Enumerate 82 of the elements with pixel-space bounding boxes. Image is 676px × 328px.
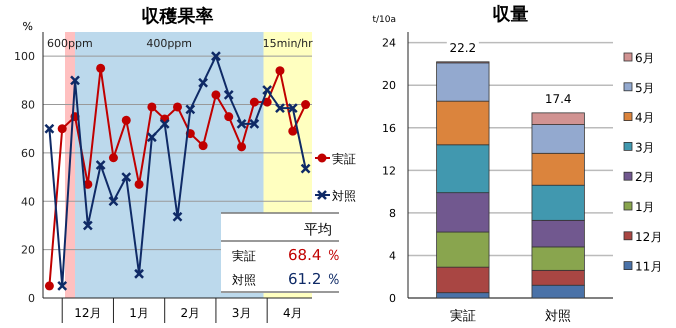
- point: [210, 50, 222, 62]
- y-tick-label: 12: [382, 164, 396, 178]
- point: [146, 132, 158, 142]
- point: [147, 102, 156, 112]
- y-tick-label: 20: [21, 244, 35, 257]
- total-label: 22.2: [449, 40, 476, 55]
- legend-label: 4月: [635, 110, 655, 125]
- point: [108, 153, 118, 162]
- total-label: 17.4: [544, 92, 572, 106]
- point: [70, 75, 80, 86]
- point: [274, 102, 286, 114]
- point: [288, 126, 298, 136]
- point: [44, 123, 55, 134]
- annotation: 61.2 ％: [288, 270, 342, 288]
- point: [172, 212, 183, 222]
- point: [300, 163, 311, 174]
- point: [56, 280, 68, 292]
- legend-label: 12月: [635, 230, 662, 244]
- y-tick-label: 24: [382, 36, 396, 50]
- legend-label: 実証: [332, 152, 356, 166]
- y-tick-label: 4: [389, 249, 396, 262]
- legend-label: 3月: [635, 140, 655, 154]
- point: [236, 118, 247, 130]
- point: [262, 98, 272, 107]
- point: [173, 102, 182, 112]
- legend-label: 対照: [332, 189, 356, 203]
- y-tick-label: 40: [21, 195, 35, 208]
- y-tick-label: 60: [21, 146, 35, 160]
- annotation: 平均: [304, 222, 332, 238]
- chart-title: 収量: [492, 4, 528, 25]
- y-tick-label: 0: [28, 292, 35, 305]
- point: [82, 220, 94, 231]
- annotation: 実証: [232, 249, 256, 263]
- point: [121, 172, 132, 182]
- annotation: 600ppm: [47, 37, 93, 50]
- point: [159, 118, 170, 130]
- point: [58, 124, 67, 134]
- point: [198, 78, 208, 88]
- y-axis-title: t/10a: [372, 15, 396, 25]
- legend-label: 5月: [635, 80, 655, 95]
- y-tick-label: 16: [382, 122, 396, 135]
- point: [224, 112, 234, 122]
- x-tick-label: 2月: [180, 306, 200, 320]
- point: [44, 281, 54, 290]
- x-tick-label: 実証: [450, 308, 476, 324]
- x-tick-label: 対照: [545, 308, 572, 324]
- y-tick-label: 80: [21, 98, 35, 112]
- point: [250, 98, 259, 107]
- point: [95, 160, 106, 170]
- point: [275, 66, 284, 76]
- annotation: 15min/hr: [262, 37, 314, 50]
- point: [185, 104, 196, 115]
- annotation: 68.4 ％: [288, 246, 342, 264]
- annotation: 400ppm: [146, 37, 192, 50]
- y-axis-title: %: [22, 20, 33, 33]
- point: [249, 118, 260, 130]
- point: [301, 100, 310, 110]
- point: [262, 84, 272, 96]
- point: [96, 64, 106, 73]
- y-tick-label: 0: [389, 292, 396, 305]
- point: [198, 141, 208, 150]
- x-tick-label: 1月: [129, 306, 149, 320]
- legend-label: 1月: [635, 200, 655, 214]
- point: [122, 116, 131, 125]
- point: [211, 90, 220, 100]
- x-tick-label: 3月: [232, 306, 252, 320]
- y-tick-label: 8: [389, 206, 396, 220]
- chart-title: 収穫果率: [142, 6, 214, 27]
- y-tick-label: 100: [14, 50, 35, 64]
- point: [134, 180, 144, 189]
- point: [223, 90, 234, 100]
- point: [108, 196, 119, 207]
- x-tick-label: 12月: [74, 306, 102, 320]
- point: [288, 102, 298, 114]
- legend-label: 2月: [635, 170, 655, 184]
- legend-label: 11月: [635, 260, 662, 274]
- legend-label: 6月: [635, 51, 655, 65]
- point: [134, 268, 144, 280]
- point: [237, 142, 246, 152]
- x-tick-label: 4月: [282, 306, 303, 320]
- y-tick-label: 20: [382, 79, 396, 92]
- annotation: 対照: [232, 273, 256, 287]
